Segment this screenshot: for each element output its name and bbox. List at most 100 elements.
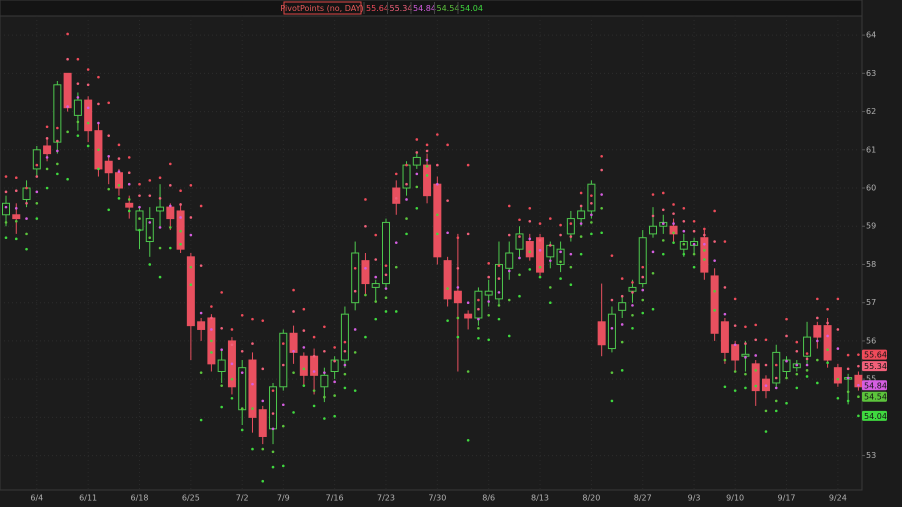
pivot-dot xyxy=(733,297,737,301)
pivot-dot xyxy=(518,294,521,298)
candle-body xyxy=(833,367,842,384)
pivot-dot xyxy=(76,57,80,61)
pivot-dot xyxy=(754,338,758,342)
pivot-dot xyxy=(97,75,100,79)
candle-body xyxy=(412,156,421,166)
pivot-dot xyxy=(744,342,747,345)
pivot-dot xyxy=(179,216,182,219)
y-tick-label: 58 xyxy=(866,260,876,269)
y-tick-label: 63 xyxy=(866,69,876,78)
candle-body xyxy=(289,332,298,353)
pivot-dot xyxy=(148,179,152,182)
pivot-dot xyxy=(281,424,285,428)
pivot-dot xyxy=(846,353,850,357)
pivot-dot xyxy=(251,317,254,321)
pivot-dot xyxy=(661,222,665,225)
pivot-dot xyxy=(579,235,583,238)
pivot-dot xyxy=(538,275,542,279)
pivot-dot xyxy=(538,222,542,225)
pivot-dot xyxy=(672,231,675,235)
pivot-dot xyxy=(127,209,131,213)
pivot-dot xyxy=(661,191,665,195)
pivot-dot xyxy=(477,327,480,330)
pivot-dot xyxy=(744,356,747,359)
pivot-dot xyxy=(549,286,552,289)
pivot-dot xyxy=(559,260,562,264)
pivot-dot xyxy=(261,479,265,483)
pivot-dot xyxy=(76,134,80,137)
pivot-dot xyxy=(651,214,655,218)
pivot-dot xyxy=(14,206,18,210)
pivot-dot xyxy=(14,237,18,241)
pivot-dot xyxy=(127,171,131,175)
pivot-dot xyxy=(436,213,439,217)
candle-body xyxy=(813,325,822,338)
pivot-dot xyxy=(4,236,8,240)
pivot-dot xyxy=(374,258,378,261)
pivot-dot xyxy=(826,348,829,352)
pivot-dot xyxy=(723,385,727,389)
y-tick-label: 62 xyxy=(866,107,876,116)
candle-body xyxy=(125,202,134,208)
pivot-dot xyxy=(271,412,275,415)
pivot-dot xyxy=(446,231,449,235)
pivot-dot xyxy=(579,204,583,208)
pivot-dot xyxy=(703,258,706,261)
pivot-dot xyxy=(45,137,49,140)
pivot-dot xyxy=(25,217,28,220)
pivot-dot xyxy=(846,367,850,371)
pivot-dot xyxy=(138,194,141,197)
pivot-dot xyxy=(456,236,460,240)
pivot-dot xyxy=(836,328,840,331)
pivot-dot xyxy=(158,226,162,229)
pivot-dot xyxy=(302,384,306,387)
pivot-dot xyxy=(846,399,850,403)
pivot-dot xyxy=(281,363,285,367)
pivot-dot xyxy=(538,249,542,252)
price-tag xyxy=(862,391,887,402)
pivot-dot xyxy=(56,139,59,143)
pivot-dot xyxy=(487,314,490,317)
pivot-dot xyxy=(66,57,69,61)
pivot-dot xyxy=(240,407,244,410)
x-tick-label: 7/30 xyxy=(428,494,446,503)
y-tick-label: 56 xyxy=(866,336,876,345)
pivot-dot xyxy=(281,342,285,345)
pivot-dot xyxy=(487,338,490,342)
pivot-dot xyxy=(436,163,439,167)
pivot-dot xyxy=(45,125,49,129)
pivot-dot xyxy=(353,328,357,331)
candle-body xyxy=(351,252,360,304)
pivot-dot xyxy=(179,242,182,246)
pivot-dot xyxy=(271,450,275,454)
pivot-dot xyxy=(405,232,408,236)
candle-body xyxy=(135,210,144,231)
pivot-dot xyxy=(302,329,306,332)
pivot-dot xyxy=(466,301,470,304)
pivot-dot xyxy=(374,300,378,303)
pivot-dot xyxy=(590,213,593,217)
candle-body xyxy=(546,244,555,258)
pivot-dot xyxy=(230,362,234,366)
pivot-dot xyxy=(138,228,141,232)
pivot-dot xyxy=(528,219,532,223)
pivot-dot xyxy=(651,307,655,311)
pivot-dot xyxy=(364,224,367,228)
pivot-dot xyxy=(158,176,162,179)
pivot-dot xyxy=(189,265,193,269)
candle-body xyxy=(525,241,534,258)
candle-body xyxy=(238,367,247,411)
pivot-dot xyxy=(240,349,244,353)
pivot-dot xyxy=(97,167,100,171)
legend-box xyxy=(283,1,362,15)
pivot-dot xyxy=(251,382,254,386)
y-tick-label: 61 xyxy=(866,145,876,154)
pivot-dot xyxy=(518,218,521,222)
candle-body xyxy=(73,99,82,116)
pivot-dot xyxy=(805,375,809,378)
candle-body xyxy=(536,237,545,273)
y-tick-label: 57 xyxy=(866,298,876,307)
pivot-dot xyxy=(292,411,295,414)
legend-value: 54.54 xyxy=(437,4,460,13)
price-tag xyxy=(862,380,887,391)
